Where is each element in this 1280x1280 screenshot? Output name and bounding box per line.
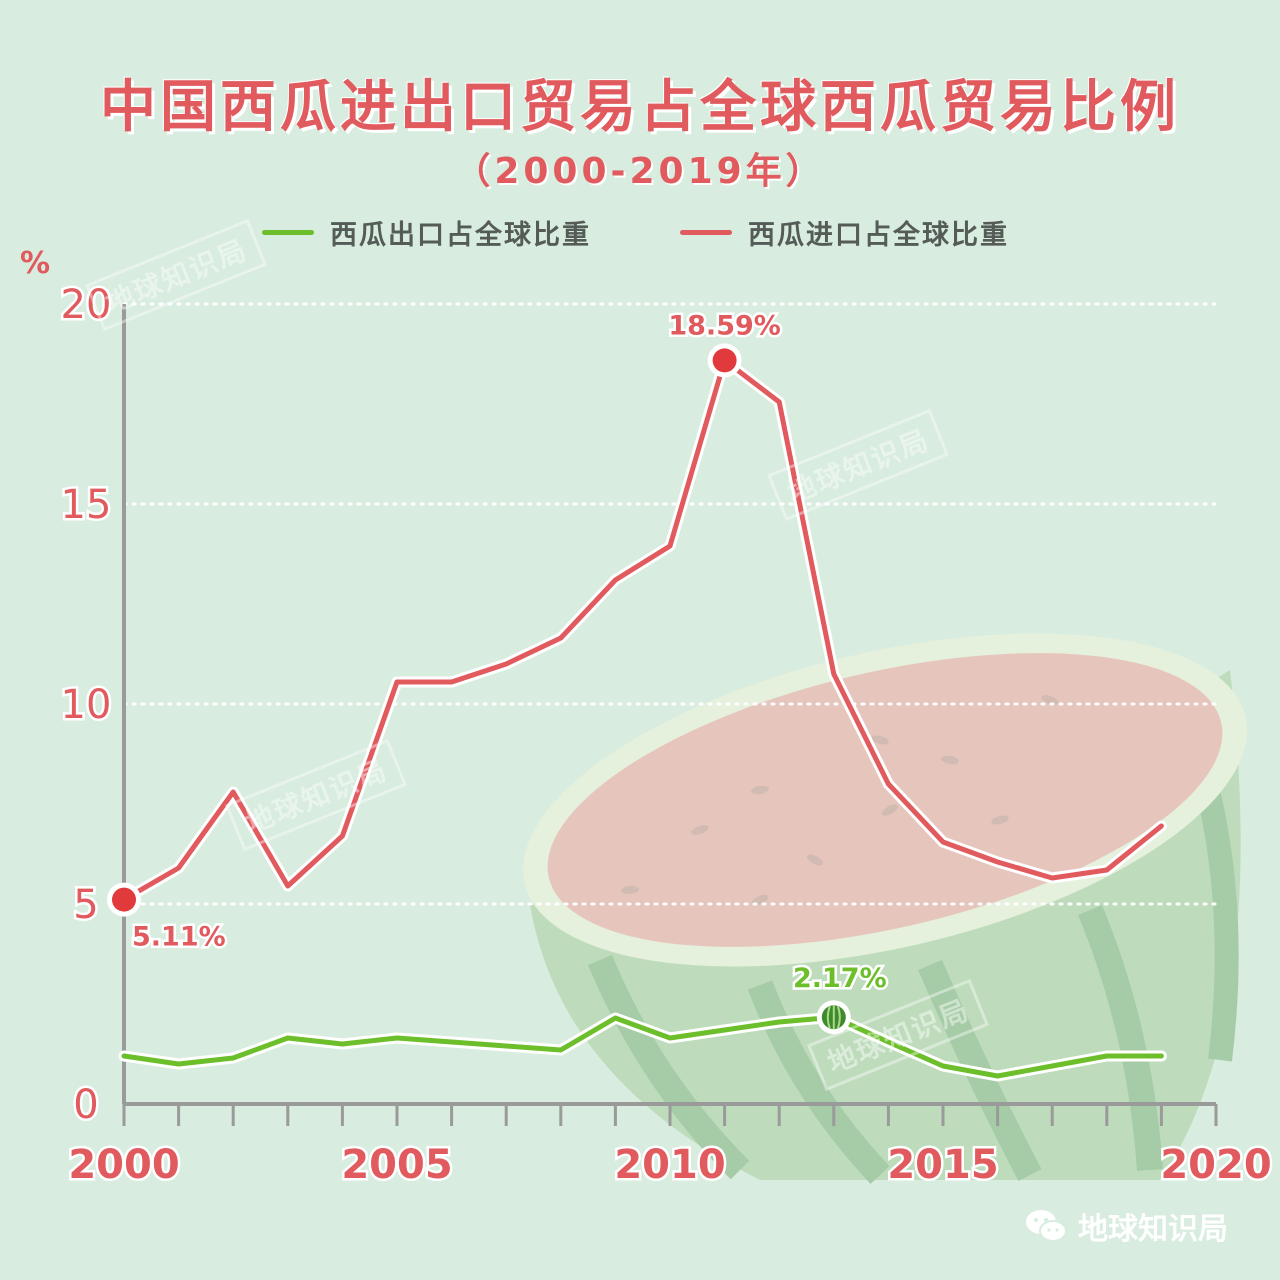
series-line-import: [121, 357, 1164, 903]
data-label: 18.59%: [668, 310, 780, 341]
watermelon-stripes: [826, 1005, 841, 1030]
legend-label-import: 西瓜进口占全球比重: [748, 219, 1009, 251]
y-tick-label: 10: [61, 682, 112, 728]
y-tick-label: 20: [61, 282, 112, 328]
x-tick-label: 2010: [614, 1142, 725, 1188]
brand-name: 地球知识局: [1078, 1212, 1228, 1247]
series-lines: [118, 354, 1167, 1082]
legend-label-export: 西瓜出口占全球比重: [330, 219, 591, 251]
chart-title: 中国西瓜进出口贸易占全球西瓜贸易比例: [100, 75, 1180, 140]
x-tick-label: 2020: [1160, 1142, 1271, 1188]
series-line-export: [121, 1014, 1164, 1079]
legend-swatch-export: [262, 229, 314, 235]
legend-item-import: 西瓜进口占全球比重: [680, 212, 1009, 252]
marker-dot: [112, 887, 136, 912]
chart-subtitle: （2000-2019年）: [454, 151, 826, 192]
x-tick-label: 2005: [341, 1142, 452, 1188]
y-unit-label: %: [20, 246, 51, 281]
legend-swatch-import: [680, 229, 732, 235]
markers: [107, 343, 851, 1035]
tick-labels: 0 5 10 15 20 2000 2005 2010 2015 2020: [58, 280, 1274, 1191]
data-label: 5.11%: [132, 922, 226, 953]
watermelon-illustration: [522, 633, 1248, 1184]
wechat-icon: [1026, 1210, 1067, 1242]
x-tick-label: 2015: [887, 1142, 998, 1188]
y-tick-label: 0: [73, 1082, 98, 1128]
annotations: 5.11% 18.59% 2.17%: [130, 308, 890, 997]
y-tick-label: 5: [73, 882, 98, 928]
grid-lines: [122, 302, 1218, 906]
legend-item-export: 西瓜出口占全球比重: [262, 212, 591, 252]
legend: 西瓜出口占全球比重 西瓜进口占全球比重: [0, 212, 1280, 252]
y-tick-label: 15: [61, 482, 112, 528]
marker-dot: [712, 348, 737, 373]
data-label: 2.17%: [793, 963, 887, 994]
x-tick-label: 2000: [68, 1142, 179, 1188]
axes: [122, 304, 1218, 1126]
brand: 地球知识局: [1024, 1204, 1228, 1248]
